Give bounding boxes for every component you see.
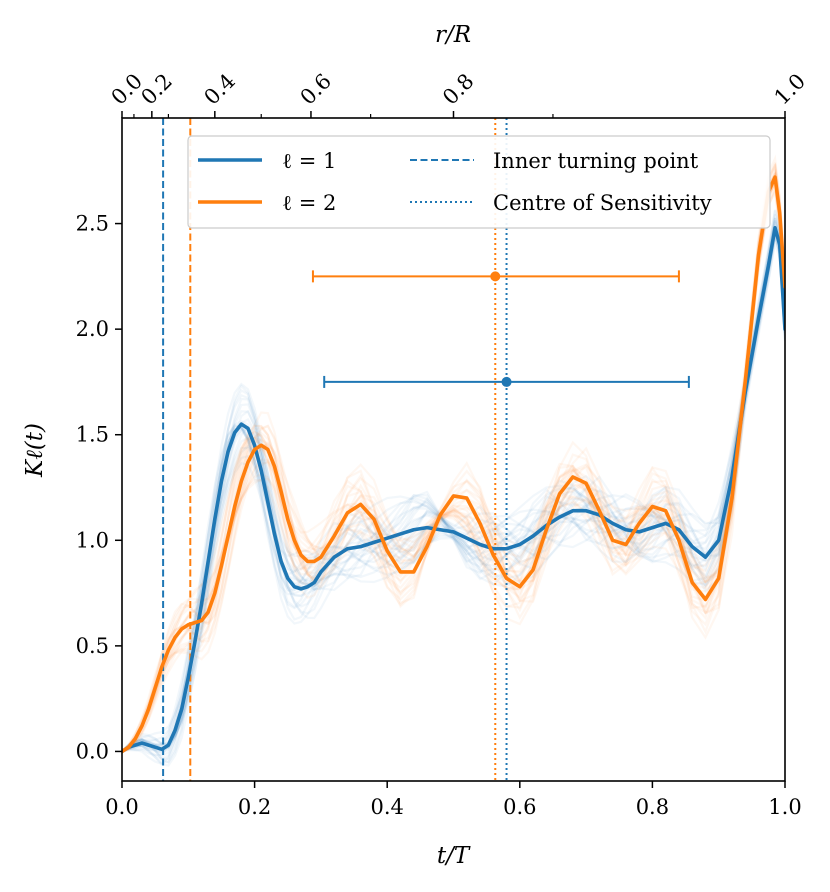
sample-band-2 bbox=[122, 162, 785, 753]
sample-band-2 bbox=[122, 163, 785, 753]
x-axis: 0.0 0.2 0.4 0.6 0.8 1.0 bbox=[105, 781, 802, 819]
y-axis: 0.0 0.5 1.0 1.5 2.0 2.5 bbox=[76, 212, 122, 763]
y-axis-label: Kℓ(t) bbox=[22, 423, 48, 478]
sample-band-1 bbox=[122, 217, 785, 753]
legend-label-l1: ℓ = 1 bbox=[282, 149, 336, 173]
sample-band-2 bbox=[122, 180, 785, 753]
legend-box bbox=[187, 135, 771, 229]
sample-band-2 bbox=[122, 169, 785, 753]
sample-band-2 bbox=[122, 187, 785, 753]
x-tick-label: 0.2 bbox=[238, 795, 271, 819]
sample-band-1 bbox=[122, 226, 785, 754]
x-tick-label: 1.0 bbox=[768, 795, 801, 819]
x-tick-label: 0.6 bbox=[503, 795, 536, 819]
sample-band-2 bbox=[122, 188, 785, 753]
sample-band-2 bbox=[122, 177, 785, 753]
sample-band-1 bbox=[122, 228, 785, 753]
sample-band-1 bbox=[122, 235, 785, 753]
legend: ℓ = 1 ℓ = 2 Inner turning point Centre o… bbox=[187, 135, 771, 229]
y-tick-label: 2.0 bbox=[76, 317, 109, 341]
y-tick-label: 2.5 bbox=[76, 212, 109, 236]
y-tick-label: 0.5 bbox=[76, 634, 109, 658]
sample-band-2 bbox=[122, 170, 785, 753]
error-bars bbox=[311, 270, 690, 388]
y-tick-label: 1.5 bbox=[76, 423, 109, 447]
x-axis-label: t/T bbox=[437, 843, 471, 869]
y-tick-label: 0.0 bbox=[76, 739, 109, 763]
series-lines bbox=[122, 175, 785, 754]
sample-band-1 bbox=[122, 235, 785, 754]
y-tick-label: 1.0 bbox=[76, 528, 109, 552]
sample-band-1 bbox=[122, 238, 785, 753]
sample-band-2 bbox=[122, 179, 785, 753]
error-bar-point bbox=[490, 271, 501, 282]
x-tick-label: 0.4 bbox=[370, 795, 403, 819]
sample-band-2 bbox=[122, 162, 785, 753]
sample-band-1 bbox=[122, 226, 785, 753]
x-tick-label: 0.0 bbox=[105, 795, 138, 819]
top-axis-label: r/R bbox=[435, 22, 471, 48]
legend-label-turning-point: Inner turning point bbox=[493, 149, 699, 173]
sample-band-1 bbox=[122, 235, 785, 753]
sample-band-2 bbox=[122, 169, 785, 753]
x-tick-label: 0.8 bbox=[636, 795, 669, 819]
series-line-l2 bbox=[122, 175, 785, 754]
sample-band-2 bbox=[122, 154, 785, 753]
legend-label-centre-sensitivity: Centre of Sensitivity bbox=[493, 191, 712, 215]
sample-band-2 bbox=[122, 162, 785, 753]
error-bar-point bbox=[501, 376, 512, 387]
sample-band-1 bbox=[122, 229, 785, 767]
sample-band-1 bbox=[122, 227, 785, 765]
sample-band-1 bbox=[122, 210, 785, 753]
series-line-l1 bbox=[122, 226, 785, 754]
legend-label-l2: ℓ = 2 bbox=[282, 191, 336, 215]
